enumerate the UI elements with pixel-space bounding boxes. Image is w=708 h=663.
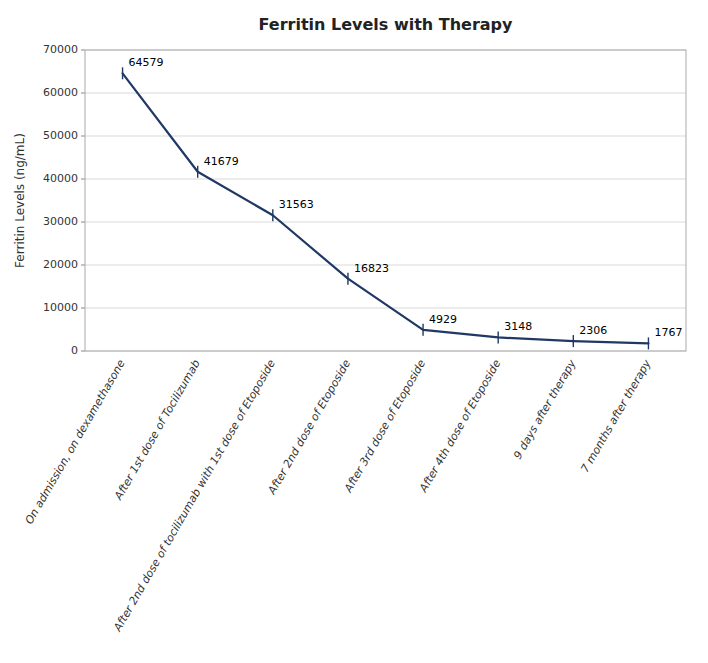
y-tick [81,50,85,51]
background [0,0,708,663]
point-marker [497,331,498,343]
x-tick-label: After 1st dose of Tocilizumab [111,357,202,502]
grid-line [85,136,686,137]
x-axis: On admission, on dexamethasoneAfter 1st … [23,357,654,634]
x-tick-label: 9 days after therapy [511,357,579,461]
y-axis: 0 10000 20000 30000 40000 50000 60000 70000 [43,43,85,357]
y-tick [81,136,85,137]
grid-line [85,308,686,309]
title: Ferritin Levels with Therapy [259,15,514,34]
y-tick [81,179,85,180]
point-marker [648,337,649,349]
y-tick [81,265,85,266]
x-tick-label: After 2nd dose of Etoposide [265,357,353,497]
x-tick-label: After 3rd dose of Etoposide [341,357,428,495]
data-label: 31563 [279,198,314,211]
point-marker [347,273,348,285]
data-label: 1767 [654,326,682,339]
data-label: 2306 [579,324,607,337]
line [123,73,649,343]
point-marker [197,166,198,178]
y-tick-label: 20000 [43,258,78,271]
y-tick [81,222,85,223]
grid-line [85,93,686,94]
x-tick-label: 7 months after therapy [578,357,653,475]
chart-container: 0 10000 20000 30000 40000 50000 60000 70000 On a… [0,0,708,663]
point-marker [122,67,123,79]
plot-frame [85,50,686,351]
grid [85,50,686,351]
x-tick-label: After 2nd dose of tocilizumab with 1st d… [111,357,278,634]
y-tick [81,351,85,352]
data-label: 4929 [429,313,457,326]
chart: 0 10000 20000 30000 40000 50000 60000 70000 On a… [0,0,708,663]
point-marker [422,324,423,336]
x-tick-label: After 4th dose of Etoposide [416,357,503,495]
y-tick-label: 60000 [43,86,78,99]
y-tick [81,93,85,94]
grid-line [85,222,686,223]
data-label: 64579 [129,56,164,69]
y-tick [81,308,85,309]
data-label: 3148 [504,320,532,333]
y-tick-label: 40000 [43,172,78,185]
y-tick-label: 50000 [43,129,78,142]
point-marker [272,209,273,221]
grid-line [85,179,686,180]
y-tick-label: 30000 [43,215,78,228]
point-marker [573,335,574,347]
y-tick-label: 0 [71,344,78,357]
data-labels: 64579 41679 31563 16823 4929 3148 2306 1767 [129,56,683,339]
data-label: 41679 [204,155,239,168]
plot-area [123,67,649,349]
y-tick-label: 10000 [43,301,78,314]
y-tick-label: 70000 [43,43,78,56]
y-axis-label: Ferritin Levels (ng/mL) [13,133,27,268]
data-label: 16823 [354,262,389,275]
x-tick-label: On admission, on dexamethasone [23,357,128,526]
